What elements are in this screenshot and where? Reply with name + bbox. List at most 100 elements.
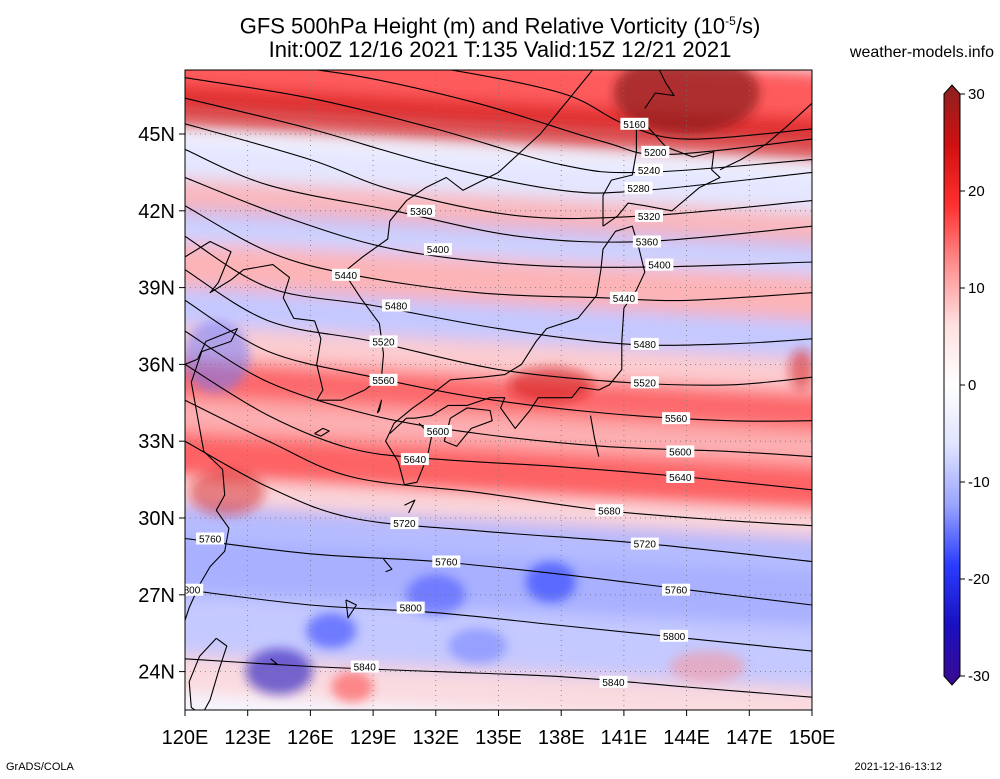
contour-label-bg — [350, 660, 379, 673]
contour-label-bg — [382, 299, 411, 312]
vorticity-band — [185, 322, 812, 396]
contour-label-bg — [630, 537, 659, 550]
contour-5840 — [185, 658, 812, 698]
contour-5800 — [185, 589, 812, 652]
lon-label: 129E — [350, 727, 397, 749]
coastline-osumi — [404, 499, 416, 514]
vorticity-band — [185, 650, 812, 710]
contour-label-text: 5560 — [372, 376, 395, 387]
lat-label: 33N — [138, 431, 175, 453]
contour-label-text: 5360 — [410, 207, 433, 218]
vorticity-blob — [448, 628, 507, 664]
lon-label: 141E — [601, 727, 648, 749]
contour-label-text: 5640 — [404, 455, 427, 466]
lon-label: 135E — [475, 727, 522, 749]
lat-label: 24N — [138, 662, 175, 684]
contour-5520 — [185, 269, 812, 386]
contour-5560 — [185, 299, 812, 422]
vorticity-blob — [613, 70, 760, 134]
contour-label-text: 5720 — [634, 540, 657, 551]
contour-label-bg — [660, 629, 689, 642]
contour-label: 5760 — [662, 583, 691, 597]
contour-5720 — [185, 440, 812, 563]
contour-label-text: 5720 — [393, 519, 416, 530]
contour-5440 — [185, 205, 812, 302]
contour-label-text: 5360 — [636, 238, 659, 249]
colorbar-scale — [943, 84, 961, 686]
contour-5480 — [185, 235, 812, 346]
lat-label: 45N — [138, 124, 175, 146]
lat-label: 30N — [138, 508, 175, 530]
contour-5600 — [185, 330, 812, 458]
software-credit: GrADS/COLA — [6, 761, 74, 773]
contour-label: 5520 — [369, 335, 398, 348]
contour-label: 5320 — [635, 209, 663, 223]
contour-label-bg — [423, 243, 452, 256]
contour-label: 5360 — [407, 204, 436, 218]
chart-title-line2: Init:00Z 12/16 2021 T:135 Valid:15Z 12/2… — [268, 37, 732, 62]
vorticity-band — [185, 84, 812, 163]
coastline-sakhalin — [644, 70, 675, 109]
contour-label: 5760 — [432, 555, 461, 569]
contour-labels: 5160 5200 5240 5280 5320 5360 5400 5440 5480 5520… — [178, 117, 695, 689]
coastline-hokkaido — [602, 120, 721, 227]
lon-label: 138E — [538, 727, 585, 749]
contour-label-bg — [369, 373, 398, 386]
lon-label: 147E — [726, 727, 773, 749]
vorticity-band — [185, 240, 812, 324]
contour-label: 5640 — [400, 453, 429, 466]
contour-label: 5800 — [396, 601, 425, 615]
contour-label: 5640 — [666, 471, 695, 484]
colorbar: 30 20 10 0 -10 -20 -30 — [943, 84, 990, 686]
contour-label-bg — [423, 425, 452, 437]
contour-label-text: 5400 — [648, 261, 671, 272]
contour-label-text: 5160 — [623, 120, 646, 131]
contour-label: 5440 — [609, 291, 638, 305]
lon-label: 144E — [663, 727, 710, 749]
contour-label-text: 5680 — [598, 506, 621, 517]
contour-label-bg — [635, 209, 663, 222]
contour-label-text: 5600 — [669, 447, 692, 458]
vorticity-blob — [669, 651, 746, 682]
coastline-jeju — [314, 427, 330, 437]
lon-label: 120E — [162, 727, 209, 749]
contour-label: 5800 — [178, 583, 204, 597]
contour-label-text: 5840 — [602, 678, 625, 689]
contour-label-text: 5320 — [638, 212, 661, 223]
contour-label: 5400 — [423, 243, 452, 256]
map-axes: 120E 123E 126E 129E 132E 135E 138E 141E 144E 147E… — [138, 124, 835, 749]
contour-label-text: 5560 — [665, 414, 688, 425]
contour-label-bg — [185, 583, 204, 596]
contour-label-text: 5800 — [400, 604, 423, 615]
contour-label-text: 5800 — [178, 586, 201, 597]
lat-label: 39N — [138, 278, 175, 300]
vorticity-blob — [331, 671, 374, 703]
contour-label-bg — [666, 445, 695, 458]
contour-label-text: 5600 — [427, 427, 450, 438]
coastline-china-east-coast — [185, 328, 238, 623]
contour-label-text: 5480 — [385, 302, 408, 313]
contour-label-bg — [396, 601, 425, 614]
contour-label-bg — [390, 517, 419, 530]
contour-label-bg — [331, 268, 360, 281]
contour-label-bg — [432, 555, 461, 568]
contour-label: 5280 — [624, 181, 653, 195]
coastline-ryukyu-1 — [383, 558, 393, 573]
contour-label-bg — [609, 291, 638, 304]
contour-label: 5600 — [666, 445, 695, 458]
site-credit: weather-models.info — [849, 44, 994, 61]
vorticity-blob — [245, 648, 313, 695]
vorticity-blob — [189, 469, 265, 516]
contour-label: 5720 — [630, 537, 659, 551]
contour-label-text: 5240 — [638, 166, 661, 177]
contour-label-bg — [407, 204, 436, 217]
contour-label-text: 5840 — [354, 663, 377, 674]
contour-label: 5560 — [369, 373, 398, 387]
contour-label: 5480 — [630, 337, 659, 351]
contour-label-bg — [599, 675, 628, 688]
contour-label-bg — [400, 453, 429, 466]
contour-label-bg — [641, 145, 670, 158]
coastline-kuril-islands — [719, 102, 812, 171]
contour-label: 5720 — [390, 517, 419, 530]
